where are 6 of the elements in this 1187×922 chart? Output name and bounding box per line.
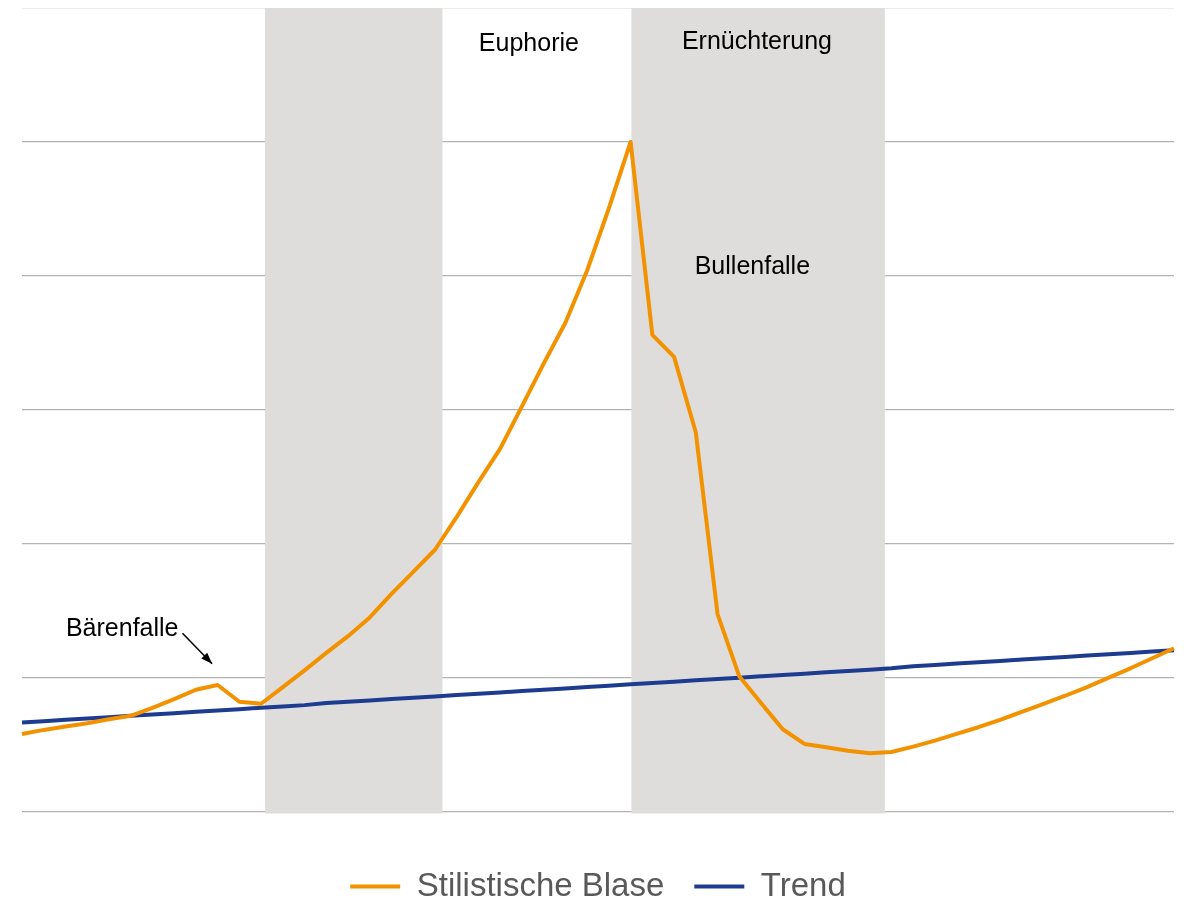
legend-label: Trend	[760, 865, 846, 903]
text: Ernüchterung	[681, 26, 833, 55]
text: Euphorie	[478, 28, 579, 57]
legend-label: Stilistische Blase	[416, 865, 665, 903]
annotation: Bullenfalle	[694, 250, 811, 279]
annotation: Bärenfalle	[65, 613, 179, 642]
